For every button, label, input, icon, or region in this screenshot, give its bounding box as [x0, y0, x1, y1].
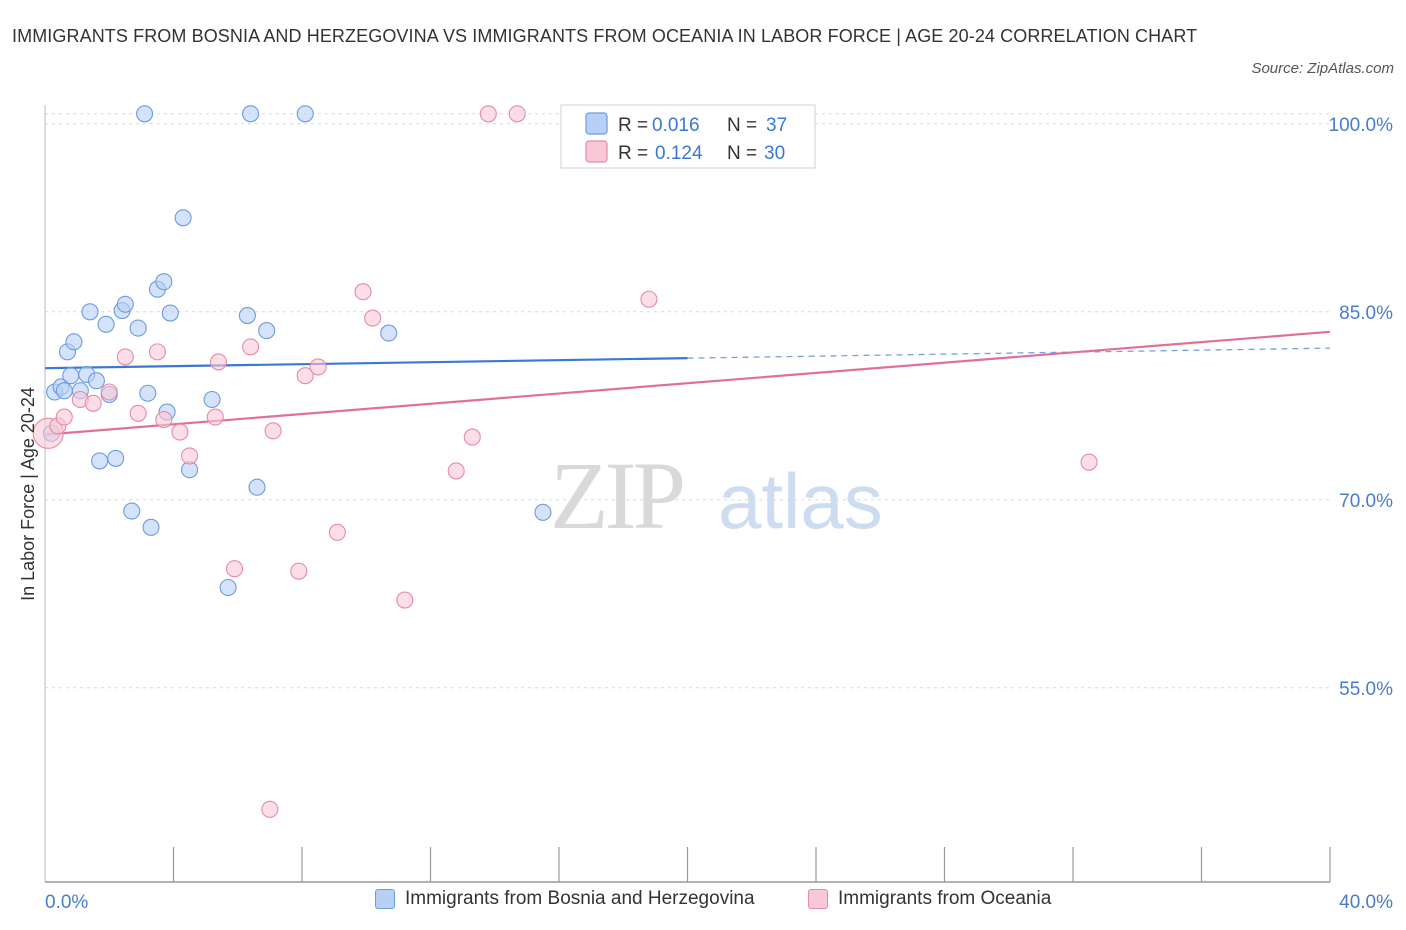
oceania-point-29: [640, 290, 658, 308]
x-tick-label-max: 40.0%: [1339, 892, 1393, 913]
oceania-point-12: [206, 408, 224, 426]
y-tick-label-100: 100.0%: [1329, 115, 1394, 136]
legend-swatch-pink: [585, 140, 608, 163]
bosnia-point-11: [91, 452, 109, 470]
bosnia-point-26: [174, 209, 192, 227]
oceania-point-7: [129, 404, 147, 422]
legend-item-bosnia: Immigrants from Bosnia and Herzegovina: [375, 888, 755, 910]
bosnia-point-16: [116, 295, 134, 313]
bosnia-point-10: [87, 372, 105, 390]
bosnia-point-30: [238, 306, 256, 325]
bosnia-point-17: [123, 502, 141, 520]
oceania-point-13: [209, 353, 228, 371]
bosnia-point-34: [296, 105, 314, 123]
legend-r-value-blue: 0.016: [652, 115, 700, 136]
bosnia-point-25: [161, 304, 179, 322]
oceania-point-4: [84, 394, 102, 412]
oceania-point-14: [225, 560, 244, 578]
oceania-point-22: [354, 283, 372, 301]
bosnia-point-33: [258, 322, 276, 340]
oceania-point-25: [447, 462, 465, 480]
watermark-zip: ZIP: [550, 442, 683, 549]
oceania-point-16: [261, 800, 279, 818]
legend-swatch-bosnia: [375, 889, 395, 909]
legend-swatch-oceania: [808, 889, 828, 909]
oceania-point-18: [290, 562, 308, 580]
y-axis-label: In Labor Force | Age 20-24: [18, 387, 38, 601]
legend-n-value-pink: 30: [764, 143, 785, 164]
bosnia-point-12: [97, 315, 115, 333]
correlation-legend: R = 0.016 N = 37 R = 0.124 N = 30: [560, 104, 816, 169]
axes: [44, 105, 1330, 883]
bosnia-point-3: [55, 382, 73, 400]
legend-swatch-blue: [585, 112, 608, 135]
legend-item-oceania: Immigrants from Oceania: [808, 888, 1051, 910]
oceania-point-27: [479, 105, 497, 123]
bosnia-point-9: [81, 303, 99, 321]
bosnia-trend-line: [44, 357, 688, 370]
oceania-point-11: [181, 447, 199, 465]
y-tick-label-55: 55.0%: [1339, 679, 1393, 700]
y-tick-label-85: 85.0%: [1339, 303, 1393, 324]
oceania-point-24: [396, 591, 414, 609]
oceania-point-26: [463, 428, 481, 446]
bosnia-point-18: [129, 319, 147, 337]
oceania-point-30: [1080, 453, 1098, 471]
watermark-atlas: atlas: [718, 457, 883, 545]
bosnia-point-35: [380, 324, 398, 342]
legend-r-value-pink: 0.124: [655, 143, 703, 164]
oceania-point-9: [155, 411, 173, 429]
bosnia-point-36: [534, 503, 552, 521]
y-tick-label-70: 70.0%: [1339, 491, 1393, 512]
bosnia-point-23: [155, 273, 173, 291]
bosnia-point-5: [65, 333, 83, 351]
oceania-point-17: [264, 422, 282, 440]
bosnia-point-6: [62, 367, 80, 385]
oceania-point-10: [171, 423, 189, 441]
oceania-point-20: [309, 358, 327, 376]
legend-label-bosnia: Immigrants from Bosnia and Herzegovina: [405, 888, 755, 909]
bosnia-point-31: [242, 105, 260, 123]
legend-r-label-pink: R =: [618, 143, 648, 164]
y-tick-labels: 55.0% 70.0% 85.0% 100.0%: [1329, 115, 1394, 700]
bosnia-trend-extension: [687, 347, 1331, 359]
oceania-point-2: [55, 408, 73, 426]
oceania-point-6: [116, 348, 134, 366]
oceania-point-8: [148, 343, 166, 361]
oceania-point-19: [296, 367, 314, 385]
bosnia-point-19: [136, 105, 154, 123]
watermark: ZIP atlas: [550, 442, 883, 549]
bosnia-point-20: [139, 384, 157, 402]
oceania-trend-line: [44, 330, 1331, 436]
grid-lines: [45, 113, 1330, 689]
legend-n-value-blue: 37: [766, 115, 787, 136]
x-tick-labels: 0.0% 40.0%: [45, 892, 1393, 913]
oceania-point-23: [364, 309, 382, 327]
bosnia-point-32: [248, 478, 266, 496]
bosnia-point-28: [203, 390, 221, 409]
x-tick-label-min: 0.0%: [45, 892, 88, 913]
x-tick-marks: [172, 847, 1331, 882]
oceania-point-15: [242, 338, 260, 356]
oceania-point-28: [508, 105, 526, 123]
oceania-point-5: [100, 383, 118, 401]
legend-label-oceania: Immigrants from Oceania: [838, 888, 1052, 909]
bosnia-point-21: [142, 518, 160, 536]
oceania-point-21: [328, 523, 346, 541]
bosnia-point-29: [219, 578, 237, 597]
bosnia-point-14: [107, 449, 125, 467]
series-legend: Immigrants from Bosnia and Herzegovina I…: [0, 888, 1406, 918]
legend-n-label-pink: N =: [727, 143, 757, 164]
legend-r-label-blue: R =: [618, 115, 648, 136]
data-points: [32, 105, 1098, 818]
legend-n-label-blue: N =: [727, 115, 757, 136]
trend-lines: [44, 330, 1331, 436]
source-label: Source: ZipAtlas.com: [1251, 60, 1394, 77]
chart-title: IMMIGRANTS FROM BOSNIA AND HERZEGOVINA V…: [12, 26, 1198, 46]
